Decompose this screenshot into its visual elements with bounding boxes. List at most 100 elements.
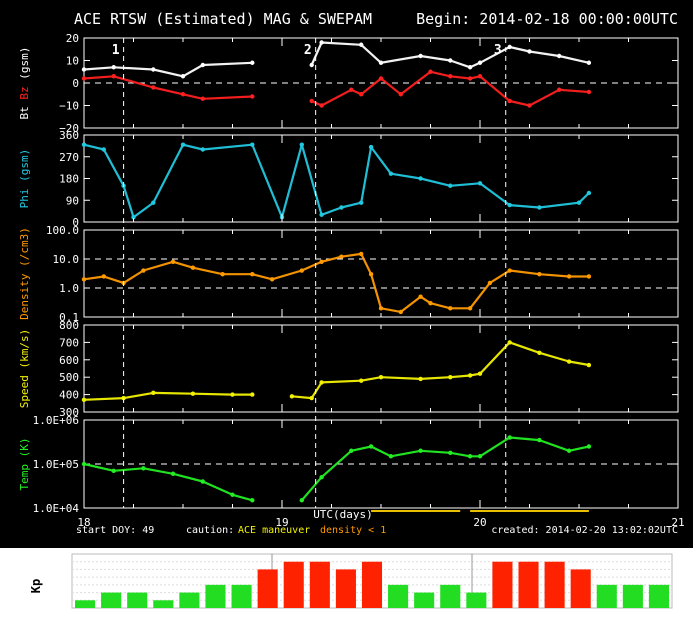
data-point bbox=[81, 277, 87, 282]
data-point bbox=[141, 268, 146, 273]
kp-bar bbox=[101, 592, 122, 608]
y-tick-label: 360 bbox=[59, 129, 79, 142]
data-point bbox=[359, 200, 364, 205]
panel-density: 100.0 10.0 1.0 0.1 Density (/cm3) bbox=[18, 224, 679, 324]
data-point bbox=[151, 67, 156, 72]
y-axis-label: Speed (km/s) bbox=[18, 329, 31, 408]
data-point bbox=[537, 205, 542, 210]
data-point bbox=[309, 395, 314, 401]
data-point bbox=[507, 44, 512, 50]
data-point bbox=[467, 76, 473, 81]
data-point bbox=[200, 479, 205, 484]
data-point bbox=[319, 259, 324, 265]
series-speed bbox=[81, 340, 592, 403]
data-point bbox=[299, 268, 304, 273]
data-point bbox=[151, 85, 156, 90]
panel-phi: 360 270 180 90 0 Phi (gsm) bbox=[18, 129, 679, 229]
y-axis-label-part: (km/s) bbox=[18, 329, 31, 375]
data-point bbox=[557, 53, 562, 59]
series-bt bbox=[81, 40, 592, 79]
data-point bbox=[418, 176, 423, 181]
data-point bbox=[378, 60, 384, 65]
kp-bar bbox=[440, 584, 461, 608]
y-tick-label: 700 bbox=[59, 336, 79, 349]
data-point bbox=[250, 94, 255, 99]
kp-bar bbox=[257, 569, 278, 608]
kp-bar bbox=[231, 584, 252, 608]
kp-bar bbox=[127, 592, 148, 608]
kp-bar bbox=[648, 584, 669, 608]
plot-background bbox=[0, 0, 693, 548]
kp-bar bbox=[570, 569, 591, 608]
y-tick-label: −10 bbox=[59, 100, 79, 113]
data-point bbox=[477, 181, 483, 186]
data-point bbox=[81, 397, 87, 403]
data-point bbox=[190, 265, 196, 270]
data-point bbox=[81, 67, 87, 72]
data-point bbox=[250, 271, 255, 277]
data-point bbox=[388, 454, 394, 459]
solar-wind-plot: ACE RTSW (Estimated) MAG & SWEPAM Begin:… bbox=[0, 0, 693, 548]
y-tick-label: 10.0 bbox=[53, 253, 80, 266]
series-temp bbox=[81, 435, 592, 503]
data-point bbox=[170, 471, 176, 476]
begin-time: Begin: 2014-02-18 00:00:00UTC bbox=[416, 10, 678, 28]
event-marker-label: 2 bbox=[304, 43, 312, 58]
data-point bbox=[200, 96, 205, 101]
data-point bbox=[586, 444, 592, 449]
series-bz bbox=[81, 69, 592, 108]
data-point bbox=[81, 461, 87, 467]
data-point bbox=[537, 350, 542, 356]
y-tick-label: 0.1 bbox=[59, 311, 79, 324]
y-axis-label: Phi (gsm) bbox=[18, 149, 31, 209]
data-point bbox=[349, 87, 354, 92]
kp-bar bbox=[466, 592, 487, 608]
kp-bar bbox=[388, 584, 409, 608]
data-point bbox=[339, 205, 344, 210]
kp-index-chart: Kp bbox=[0, 548, 693, 622]
kp-bar bbox=[544, 561, 565, 608]
y-tick-label: 20 bbox=[66, 32, 79, 45]
start-doy: start DOY: 49 bbox=[76, 525, 154, 536]
y-tick-label: 10 bbox=[66, 55, 79, 68]
data-point bbox=[557, 87, 562, 92]
panel-mag: 20 10 0 −10 −20 Bt Bz (gsm) bbox=[18, 32, 679, 135]
data-point bbox=[586, 274, 592, 279]
data-point bbox=[388, 171, 394, 176]
data-point bbox=[378, 306, 384, 311]
data-point bbox=[289, 394, 295, 399]
data-point bbox=[448, 58, 453, 63]
data-point bbox=[309, 62, 314, 68]
created-time: created: 2014-02-20 13:02:02UTC bbox=[491, 525, 678, 536]
series-line bbox=[83, 143, 590, 219]
data-point bbox=[250, 392, 255, 397]
data-point bbox=[467, 65, 473, 70]
y-tick-label: 1.0E+05 bbox=[33, 458, 79, 471]
kp-bar bbox=[596, 584, 617, 608]
kp-bar bbox=[283, 561, 304, 608]
data-point bbox=[230, 492, 235, 497]
event-marker-label: 3 bbox=[494, 43, 502, 58]
data-point bbox=[487, 280, 493, 286]
data-point bbox=[319, 380, 324, 385]
y-tick-label: 0 bbox=[72, 216, 79, 229]
kp-bar bbox=[153, 600, 174, 608]
y-axis-label-part: Density bbox=[18, 273, 31, 320]
series-density bbox=[81, 251, 592, 315]
data-point bbox=[448, 306, 453, 311]
y-tick-label: 0 bbox=[72, 77, 79, 90]
data-point bbox=[349, 448, 354, 453]
kp-bar bbox=[179, 592, 200, 608]
data-point bbox=[101, 147, 107, 152]
data-point bbox=[180, 92, 186, 97]
y-tick-label: 800 bbox=[59, 319, 79, 332]
y-axis-label-part: (gsm) bbox=[18, 47, 31, 87]
data-point bbox=[200, 147, 205, 152]
y-tick-label: 1.0 bbox=[59, 282, 79, 295]
y-tick-label: 1.0E+06 bbox=[33, 414, 79, 427]
data-point bbox=[527, 49, 532, 54]
caution-label: caution: bbox=[186, 525, 234, 536]
x-tick-label: 18 bbox=[77, 516, 90, 529]
kp-bar bbox=[309, 561, 330, 608]
x-tick-label: 20 bbox=[473, 516, 486, 529]
